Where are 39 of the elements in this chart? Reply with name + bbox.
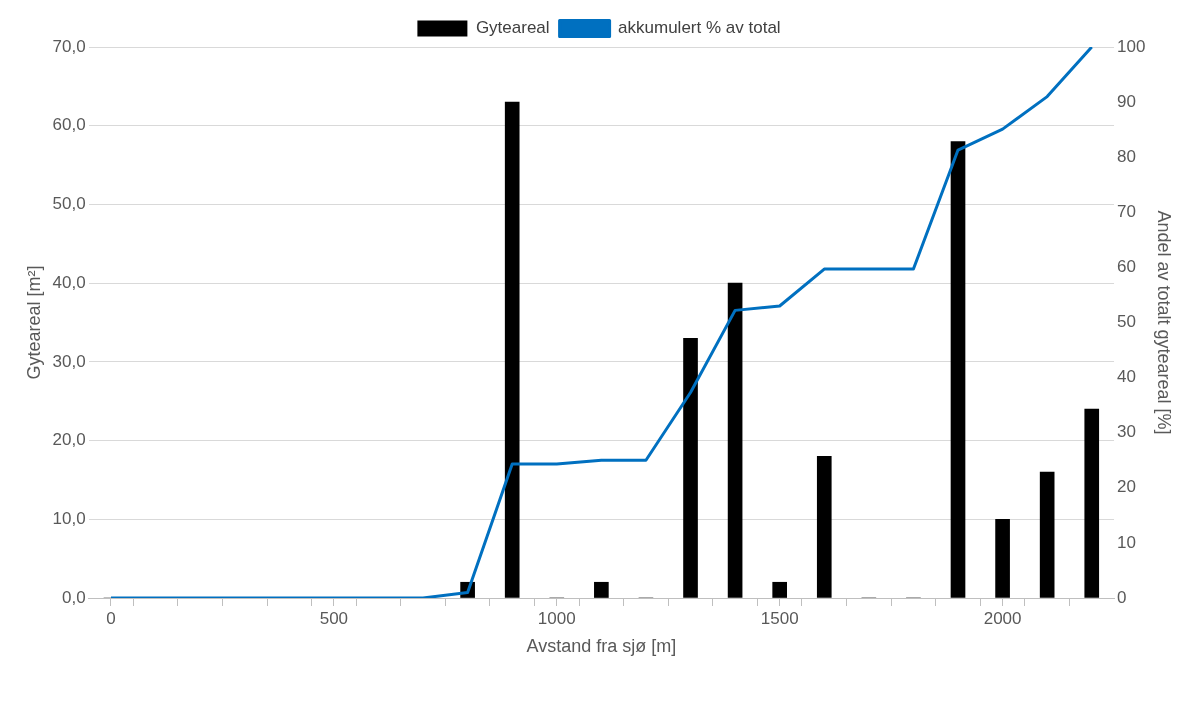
y-tick-label: 40,0 (52, 272, 86, 292)
x-tick-label: 1000 (537, 608, 576, 628)
y-tick-label: 0,0 (62, 587, 86, 607)
x-axis-title: Avstand fra sjø [m] (526, 636, 677, 657)
bar (504, 101, 520, 598)
x-tick-label: 500 (319, 608, 349, 628)
y2-tick-label: 50 (1117, 312, 1136, 332)
y-tick-label: 70,0 (52, 36, 86, 56)
bar (683, 337, 698, 598)
bar (950, 141, 966, 598)
y-tick-label: 20,0 (52, 430, 86, 450)
y2-tick-label: 40 (1117, 367, 1136, 387)
y-axis-title: Gyteareal [m²] (23, 265, 44, 380)
y-tick-label: 50,0 (52, 194, 86, 214)
y2-tick-label: 30 (1117, 422, 1136, 442)
y2-tick-label: 100 (1117, 36, 1146, 56)
bar (727, 282, 743, 598)
y2-tick-label: 90 (1117, 91, 1136, 111)
bar (995, 518, 1010, 598)
y-tick-label: 60,0 (52, 115, 86, 135)
bar (1084, 408, 1100, 598)
bar (816, 455, 832, 598)
y2-tick-label: 20 (1117, 477, 1136, 497)
bar (594, 581, 609, 598)
bar (1039, 471, 1055, 598)
y2-tick-label: 80 (1117, 146, 1136, 166)
x-tick-label: 0 (106, 608, 116, 628)
y-tick-label: 10,0 (52, 508, 86, 528)
bar (772, 581, 788, 598)
x-tick-label: 2000 (983, 608, 1022, 628)
y-tick-label: 30,0 (52, 351, 86, 371)
y2-axis-title: Andel av totalt gyteareal [%] (1154, 210, 1175, 435)
x-tick-label: 1500 (760, 608, 799, 628)
y2-tick-label: 70 (1117, 201, 1136, 221)
legend-label: Gyteareal (475, 18, 550, 38)
y2-tick-label: 0 (1117, 587, 1127, 607)
y2-tick-label: 10 (1117, 532, 1136, 552)
y2-tick-label: 60 (1117, 257, 1136, 277)
legend-label: akkumulert % av total (618, 18, 781, 38)
